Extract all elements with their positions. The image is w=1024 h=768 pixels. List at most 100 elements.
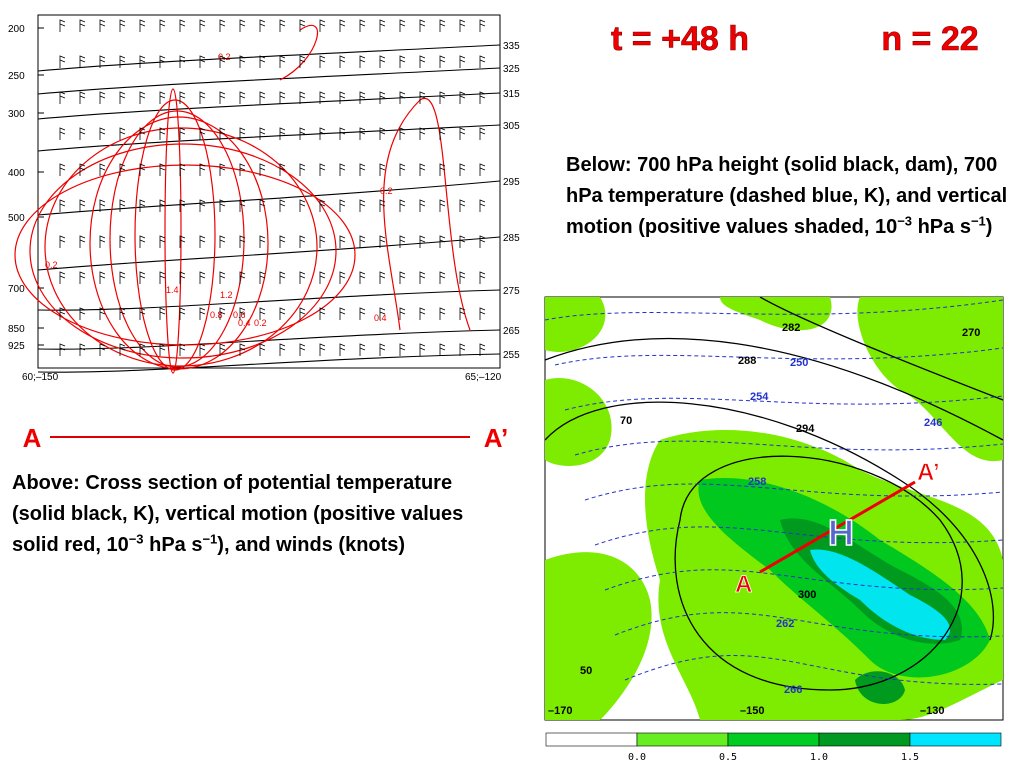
wind-barb xyxy=(259,19,266,32)
wind-barb xyxy=(99,163,106,176)
height-label: 294 xyxy=(796,423,815,435)
temperature-label: 266 xyxy=(784,684,802,696)
wind-barb xyxy=(79,19,86,32)
wind-barb xyxy=(319,271,326,284)
wind-barb xyxy=(459,343,466,356)
caption-sup: −3 xyxy=(128,531,144,547)
wind-barb xyxy=(419,235,426,248)
wind-barb xyxy=(459,235,466,248)
wind-barb xyxy=(359,271,366,284)
isentrope xyxy=(37,44,501,72)
temperature-contour xyxy=(544,299,1004,321)
height-label: 288 xyxy=(738,355,756,367)
wind-barb xyxy=(239,19,246,32)
below-caption: Below: 700 hPa height (solid black, dam)… xyxy=(566,150,1024,243)
wind-barb xyxy=(479,91,486,104)
wind-barb xyxy=(279,163,286,176)
wind-barb xyxy=(379,235,386,248)
wind-barb xyxy=(259,91,266,104)
wind-barb xyxy=(159,127,166,140)
wind-barb xyxy=(439,127,446,140)
wind-barb xyxy=(339,19,346,32)
wind-barb xyxy=(339,235,346,248)
contour-label: 0.2 xyxy=(380,186,393,196)
wind-barb xyxy=(379,127,386,140)
wind-barb xyxy=(359,127,366,140)
height-label: 300 xyxy=(798,589,816,601)
wind-barb xyxy=(179,307,186,320)
pressure-label: 700 xyxy=(8,284,25,295)
wind-barb xyxy=(99,91,106,104)
wind-barb xyxy=(119,199,126,212)
vertical-motion-shading xyxy=(810,549,951,640)
wind-barb xyxy=(79,127,86,140)
wind-barb xyxy=(239,91,246,104)
wind-barb xyxy=(59,235,66,248)
wind-barb xyxy=(199,343,206,356)
wind-barb xyxy=(299,199,306,212)
wind-barb xyxy=(139,19,146,32)
wind-barb xyxy=(159,91,166,104)
wind-barb xyxy=(299,307,306,320)
wind-barb xyxy=(119,19,126,32)
isentrope xyxy=(37,353,501,373)
wind-barb xyxy=(359,163,366,176)
wind-barb xyxy=(239,307,246,320)
wind-barb xyxy=(219,235,226,248)
wind-barb xyxy=(99,55,106,68)
wind-barb xyxy=(459,127,466,140)
wind-barb xyxy=(479,343,486,356)
wind-barb xyxy=(99,271,106,284)
wind-barb xyxy=(319,199,326,212)
wind-barb xyxy=(359,235,366,248)
colorbar-label: 0.0 xyxy=(628,752,646,763)
wind-barb xyxy=(359,199,366,212)
wind-barb xyxy=(479,235,486,248)
wind-barb xyxy=(279,19,286,32)
wind-barb xyxy=(79,343,86,356)
isentrope xyxy=(37,289,501,311)
height-contour xyxy=(544,401,994,641)
colorbar-segment xyxy=(545,732,638,747)
wind-barb xyxy=(459,91,466,104)
wind-barb xyxy=(279,55,286,68)
wind-barb xyxy=(319,307,326,320)
wind-barb xyxy=(239,343,246,356)
vertical-motion-contour xyxy=(29,143,337,359)
wind-barb xyxy=(179,235,186,248)
wind-barb xyxy=(159,163,166,176)
wind-barb xyxy=(219,343,226,356)
theta-label: 335 xyxy=(503,41,520,52)
wind-barb xyxy=(319,19,326,32)
wind-barb xyxy=(179,127,186,140)
temperature-label: 262 xyxy=(776,618,794,630)
wind-barb xyxy=(399,19,406,32)
geo-label: 70 xyxy=(620,415,632,427)
temperature-contour xyxy=(554,347,1004,366)
wind-barb xyxy=(299,235,306,248)
caption-sup: −1 xyxy=(202,531,218,547)
wind-barb xyxy=(439,19,446,32)
wind-barb xyxy=(459,271,466,284)
wind-barb xyxy=(319,55,326,68)
wind-barb xyxy=(379,163,386,176)
wind-barb xyxy=(299,55,306,68)
wind-barb xyxy=(359,91,366,104)
caption-text: Above: Cross section of potential temper… xyxy=(12,472,464,556)
wind-barb xyxy=(159,307,166,320)
temperature-label: 250 xyxy=(790,357,808,369)
caption-text: ), and winds (knots) xyxy=(217,534,406,556)
temperature-contour xyxy=(574,440,1004,456)
temperature-contour xyxy=(614,612,1004,638)
wind-barb xyxy=(219,307,226,320)
temperature-label: 254 xyxy=(750,391,769,403)
wind-barb xyxy=(119,127,126,140)
wind-barb xyxy=(139,271,146,284)
wind-barb xyxy=(79,163,86,176)
geo-label: –170 xyxy=(548,705,572,717)
caption-sup: −1 xyxy=(970,213,986,229)
cross-section-frame xyxy=(37,14,501,369)
wind-barb xyxy=(299,127,306,140)
wind-barb xyxy=(139,127,146,140)
